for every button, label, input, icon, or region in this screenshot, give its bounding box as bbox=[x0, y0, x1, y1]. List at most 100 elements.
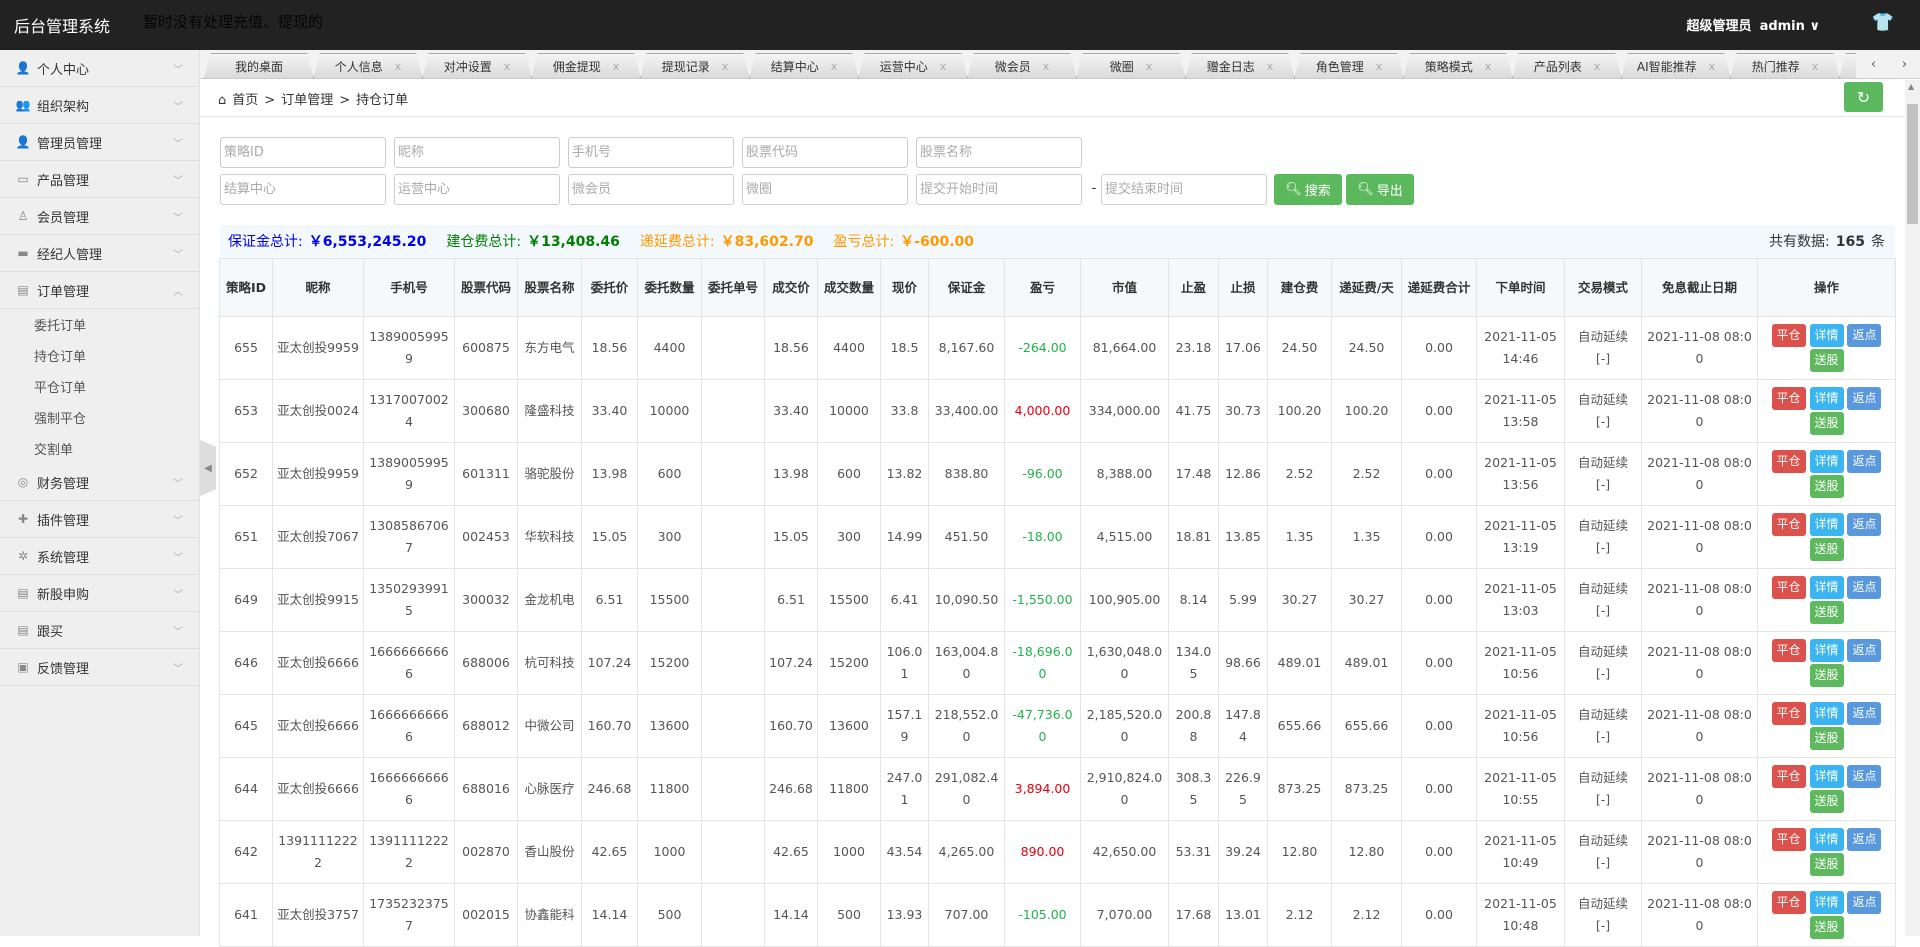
sidebar-item-2[interactable]: 👤 管理员管理 ﹀ bbox=[0, 124, 199, 161]
action-button-3[interactable]: 送股 bbox=[1809, 475, 1844, 498]
action-button-0[interactable]: 平仓 bbox=[1771, 387, 1806, 410]
tab-11[interactable]: 策略模式 x bbox=[1403, 53, 1513, 78]
action-button-1[interactable]: 详情 bbox=[1809, 828, 1844, 851]
tab-5[interactable]: 结算中心 x bbox=[749, 53, 859, 78]
action-button-1[interactable]: 详情 bbox=[1809, 387, 1844, 410]
filter-input[interactable] bbox=[916, 174, 1082, 205]
action-button-2[interactable]: 返点 bbox=[1847, 702, 1882, 725]
column-header[interactable]: 成交数量 bbox=[817, 258, 881, 317]
scroll-up-icon[interactable]: ▲ bbox=[1908, 82, 1915, 91]
close-icon[interactable]: x bbox=[939, 60, 947, 73]
export-button[interactable]: 🔍︎ 导出 bbox=[1346, 174, 1414, 205]
action-button-3[interactable]: 送股 bbox=[1809, 727, 1844, 750]
tab-7[interactable]: 微会员 x bbox=[967, 53, 1077, 78]
sidebar-item-6[interactable]: ▤ 订单管理 ︿ bbox=[0, 272, 199, 309]
sidebar-item-5[interactable]: ▬ 经纪人管理 ﹀ bbox=[0, 235, 199, 272]
action-button-3[interactable]: 送股 bbox=[1809, 664, 1844, 687]
action-button-2[interactable]: 返点 bbox=[1847, 450, 1882, 473]
action-button-2[interactable]: 返点 bbox=[1847, 513, 1882, 536]
column-header[interactable]: 递延费/天 bbox=[1331, 258, 1402, 317]
action-button-2[interactable]: 返点 bbox=[1847, 765, 1882, 788]
close-icon[interactable]: x bbox=[1266, 60, 1274, 73]
tab-3[interactable]: 佣金提现 x bbox=[531, 53, 641, 78]
sidebar-item-9[interactable]: ✲ 系统管理 ﹀ bbox=[0, 538, 199, 575]
action-button-0[interactable]: 平仓 bbox=[1771, 891, 1806, 914]
tab-9[interactable]: 赠金日志 x bbox=[1185, 53, 1295, 78]
close-icon[interactable]: x bbox=[1375, 60, 1383, 73]
column-header[interactable]: 止损 bbox=[1218, 258, 1268, 317]
action-button-2[interactable]: 返点 bbox=[1847, 387, 1882, 410]
action-button-3[interactable]: 送股 bbox=[1809, 601, 1844, 624]
column-header[interactable]: 操作 bbox=[1757, 258, 1896, 317]
action-button-1[interactable]: 详情 bbox=[1809, 891, 1844, 914]
sidebar-item-11[interactable]: ▤ 跟买 ﹀ bbox=[0, 612, 199, 649]
action-button-0[interactable]: 平仓 bbox=[1771, 639, 1806, 662]
action-button-1[interactable]: 详情 bbox=[1809, 702, 1844, 725]
action-button-3[interactable]: 送股 bbox=[1809, 916, 1844, 939]
end-time-input[interactable] bbox=[1101, 174, 1267, 205]
filter-input[interactable] bbox=[742, 137, 908, 168]
sidebar-subitem-1[interactable]: 持仓订单 bbox=[34, 350, 87, 365]
action-button-2[interactable]: 返点 bbox=[1847, 639, 1882, 662]
action-button-3[interactable]: 送股 bbox=[1809, 349, 1844, 372]
column-header[interactable]: 保证金 bbox=[928, 258, 1005, 317]
tab-10[interactable]: 角色管理 x bbox=[1294, 53, 1404, 78]
search-button[interactable]: 🔍︎ 搜索 bbox=[1274, 174, 1342, 205]
tab-13[interactable]: AI智能推荐 x bbox=[1621, 53, 1731, 78]
column-header[interactable]: 现价 bbox=[880, 258, 929, 317]
tab-next-icon[interactable]: › bbox=[1901, 57, 1908, 72]
tab-prev-icon[interactable]: ‹ bbox=[1870, 57, 1877, 72]
action-button-1[interactable]: 详情 bbox=[1809, 450, 1844, 473]
breadcrumb-orders[interactable]: 订单管理 bbox=[281, 93, 334, 108]
action-button-1[interactable]: 详情 bbox=[1809, 576, 1844, 599]
column-header[interactable]: 递延费合计 bbox=[1401, 258, 1477, 317]
tab-12[interactable]: 产品列表 x bbox=[1512, 53, 1622, 78]
action-button-1[interactable]: 详情 bbox=[1809, 324, 1844, 347]
column-header[interactable]: 股票代码 bbox=[454, 258, 518, 317]
close-icon[interactable]: x bbox=[830, 60, 838, 73]
filter-input[interactable] bbox=[394, 137, 560, 168]
close-icon[interactable]: x bbox=[1593, 60, 1601, 73]
column-header[interactable]: 委托单号 bbox=[701, 258, 765, 317]
sidebar-subitem-2[interactable]: 平仓订单 bbox=[34, 381, 87, 396]
column-header[interactable]: 止盈 bbox=[1168, 258, 1219, 317]
action-button-0[interactable]: 平仓 bbox=[1771, 513, 1806, 536]
action-button-0[interactable]: 平仓 bbox=[1771, 324, 1806, 347]
column-header[interactable]: 委托数量 bbox=[637, 258, 702, 317]
action-button-2[interactable]: 返点 bbox=[1847, 576, 1882, 599]
sidebar-item-7[interactable]: ◎ 财务管理 ﹀ bbox=[0, 464, 199, 501]
column-header[interactable]: 免息截止日期 bbox=[1641, 258, 1758, 317]
column-header[interactable]: 建仓费 bbox=[1267, 258, 1332, 317]
sidebar-item-8[interactable]: ✚ 插件管理 ﹀ bbox=[0, 501, 199, 538]
action-button-1[interactable]: 详情 bbox=[1809, 639, 1844, 662]
action-button-0[interactable]: 平仓 bbox=[1771, 576, 1806, 599]
sidebar-collapse-button[interactable]: ◀ bbox=[200, 440, 216, 496]
action-button-2[interactable]: 返点 bbox=[1847, 828, 1882, 851]
close-icon[interactable]: x bbox=[503, 60, 511, 73]
action-button-3[interactable]: 送股 bbox=[1809, 412, 1844, 435]
action-button-1[interactable]: 详情 bbox=[1809, 765, 1844, 788]
action-button-1[interactable]: 详情 bbox=[1809, 513, 1844, 536]
column-header[interactable]: 市值 bbox=[1080, 258, 1169, 317]
theme-shirt-icon[interactable]: 👕 bbox=[1871, 12, 1894, 33]
action-button-2[interactable]: 返点 bbox=[1847, 891, 1882, 914]
filter-input[interactable] bbox=[742, 174, 908, 205]
close-icon[interactable]: x bbox=[1042, 60, 1050, 73]
column-header[interactable]: 委托价 bbox=[581, 258, 638, 317]
action-button-0[interactable]: 平仓 bbox=[1771, 765, 1806, 788]
column-header[interactable]: 成交价 bbox=[764, 258, 818, 317]
close-icon[interactable]: x bbox=[612, 60, 620, 73]
filter-input[interactable] bbox=[568, 174, 734, 205]
action-button-0[interactable]: 平仓 bbox=[1771, 702, 1806, 725]
close-icon[interactable]: x bbox=[1145, 60, 1153, 73]
tab-14[interactable]: 热门推荐 x bbox=[1730, 53, 1840, 78]
sidebar-item-10[interactable]: ▤ 新股申购 ﹀ bbox=[0, 575, 199, 612]
close-icon[interactable]: x bbox=[1811, 60, 1819, 73]
column-header[interactable]: 策略ID bbox=[219, 258, 273, 317]
tab-1[interactable]: 个人信息 x bbox=[313, 53, 423, 78]
vertical-scrollbar[interactable]: ▲ bbox=[1905, 80, 1920, 936]
close-icon[interactable]: x bbox=[721, 60, 729, 73]
column-header[interactable]: 昵称 bbox=[272, 258, 364, 317]
action-button-3[interactable]: 送股 bbox=[1809, 538, 1844, 561]
filter-input[interactable] bbox=[394, 174, 560, 205]
